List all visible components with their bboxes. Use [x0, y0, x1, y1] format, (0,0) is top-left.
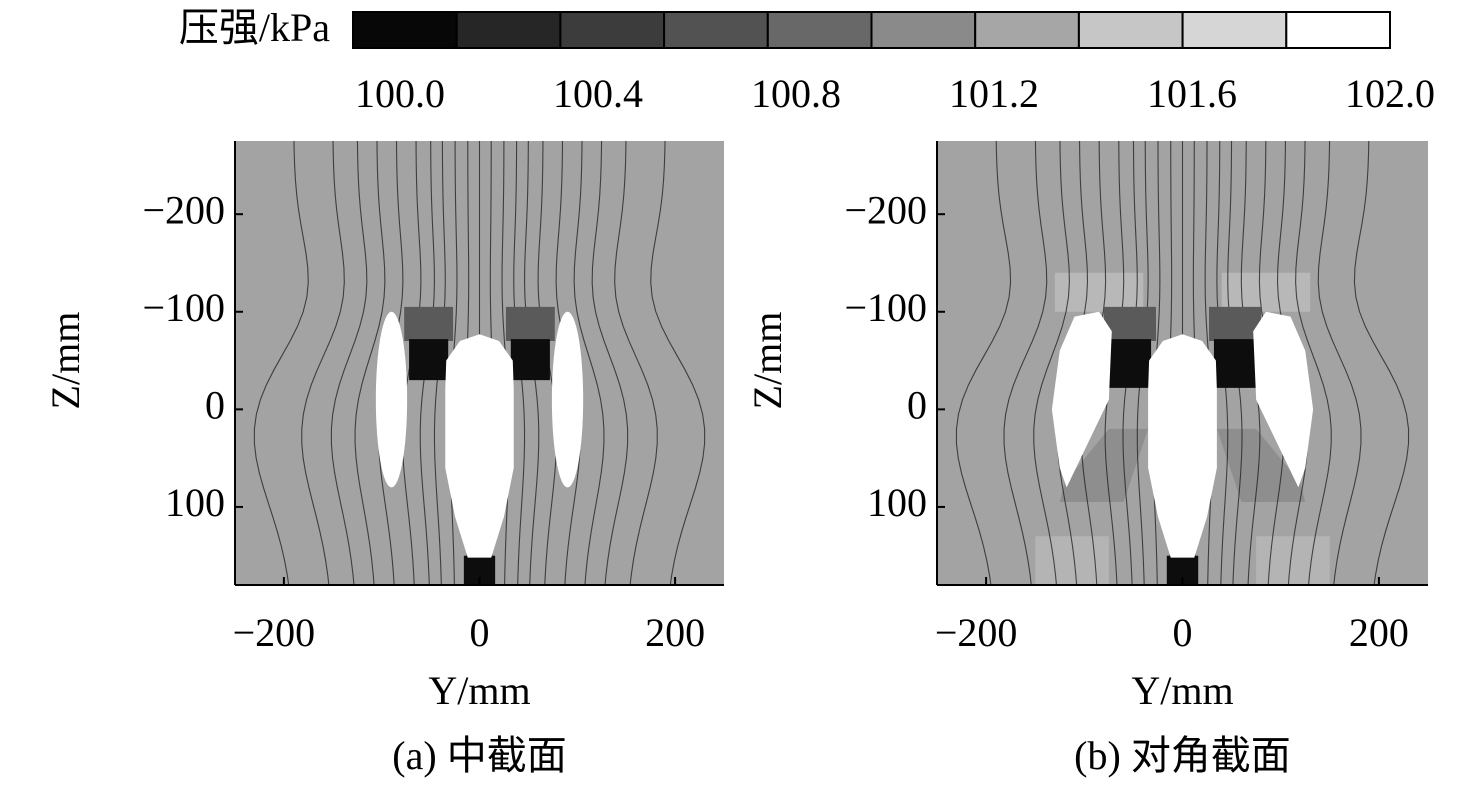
colorbar-bin [455, 11, 562, 49]
pressure-zone [409, 339, 449, 381]
streamline [591, 141, 629, 585]
body [1051, 311, 1112, 488]
colorbar-bin [559, 11, 666, 49]
contour-field [235, 141, 724, 585]
x-tick-label: −200 [935, 610, 1018, 655]
pressure-zone [1256, 536, 1330, 585]
colorbar-tick-label: 100.8 [751, 71, 841, 116]
body [551, 311, 584, 488]
streamline [1317, 141, 1362, 585]
pressure-zone [1209, 306, 1262, 342]
colorbar-frame [352, 11, 1391, 49]
x-tick-label: 200 [645, 610, 705, 655]
streamline [614, 141, 658, 585]
y-axis-label: Z/mm [43, 312, 88, 410]
pressure-zone [1054, 272, 1144, 312]
y-tick-label: 100 [867, 480, 927, 525]
streamline [253, 141, 309, 585]
pressure-zone [1108, 339, 1152, 388]
x-axis-label: Y/mm [428, 668, 530, 713]
pressure-zone [1221, 272, 1311, 312]
streamline [573, 141, 605, 585]
pressure-zone [404, 306, 454, 342]
colorbar-bin [766, 11, 873, 49]
x-axis-label: Y/mm [1131, 668, 1233, 713]
y-tick-label: −200 [844, 187, 927, 232]
pressure-zone [510, 339, 550, 381]
streamline [354, 141, 386, 585]
x-tick-label: 200 [1349, 610, 1409, 655]
colorbar-label: 压强/kPa [179, 5, 330, 50]
streamline [650, 141, 706, 585]
streamline [1003, 141, 1048, 585]
y-tick-label: −100 [142, 285, 225, 330]
streamline [1033, 141, 1070, 585]
colorbar-tick-label: 101.2 [949, 71, 1039, 116]
streamline [301, 141, 345, 585]
y-tick-label: 100 [165, 480, 225, 525]
y-axis-label: Z/mm [745, 312, 790, 410]
colorbar-tick-label: 100.4 [553, 71, 643, 116]
pressure-zone [1166, 555, 1199, 585]
streamline [1353, 141, 1410, 585]
pressure-zone [1216, 428, 1306, 503]
body [375, 311, 408, 488]
colorbar-bin [974, 11, 1080, 49]
colorbar-bin [1181, 11, 1288, 49]
x-tick-label: 0 [1173, 610, 1193, 655]
body [445, 334, 514, 558]
x-tick-label: −200 [233, 610, 316, 655]
panel-caption: (a) 中截面 [392, 733, 566, 778]
body [1148, 334, 1217, 558]
pressure-zone [505, 306, 555, 342]
pressure-zone [1103, 306, 1156, 342]
streamline [330, 141, 368, 585]
pressure-zone [1059, 428, 1149, 503]
panel-caption: (b) 对角截面 [1074, 733, 1291, 778]
y-tick-label: −100 [844, 285, 927, 330]
pressure-zone [1213, 339, 1257, 388]
colorbar-bin [1077, 11, 1184, 49]
colorbar-tick-label: 101.6 [1147, 71, 1237, 116]
y-tick-label: 0 [205, 383, 225, 428]
body [1253, 311, 1314, 488]
colorbar-tick-label: 100.0 [355, 71, 445, 116]
colorbar-bin [1285, 11, 1392, 49]
colorbar-bin [870, 11, 977, 49]
colorbar-bin [663, 11, 769, 49]
pressure-zone [463, 555, 496, 585]
colorbar-tick-label: 102.0 [1345, 71, 1435, 116]
pressure-zone [1035, 536, 1109, 585]
streamline [1295, 141, 1332, 585]
streamline [955, 141, 1012, 585]
contour-field [937, 141, 1428, 585]
x-tick-label: 0 [470, 610, 490, 655]
y-tick-label: −200 [142, 187, 225, 232]
y-tick-label: 0 [907, 383, 927, 428]
colorbar-bin [352, 11, 458, 49]
